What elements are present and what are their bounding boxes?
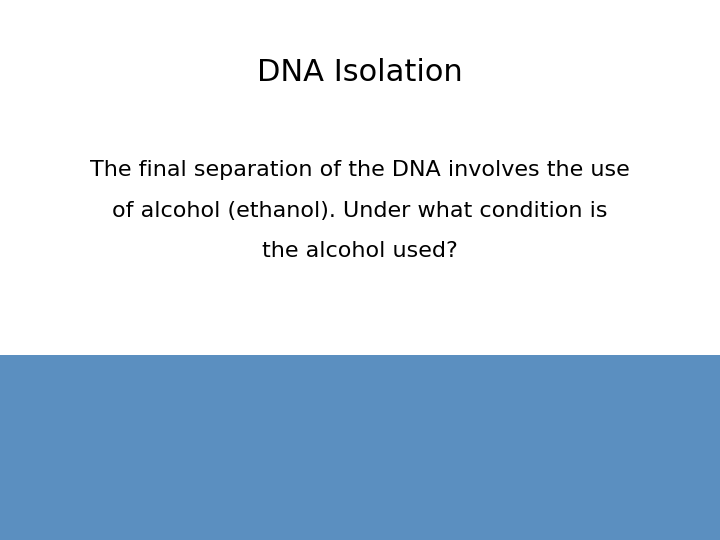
Text: of alcohol (ethanol). Under what condition is: of alcohol (ethanol). Under what conditi… [112,200,608,221]
Text: the alcohol used?: the alcohol used? [262,241,458,261]
Bar [0,355,720,540]
Text: DNA Isolation: DNA Isolation [257,58,463,87]
Text: The final separation of the DNA involves the use: The final separation of the DNA involves… [90,160,630,180]
